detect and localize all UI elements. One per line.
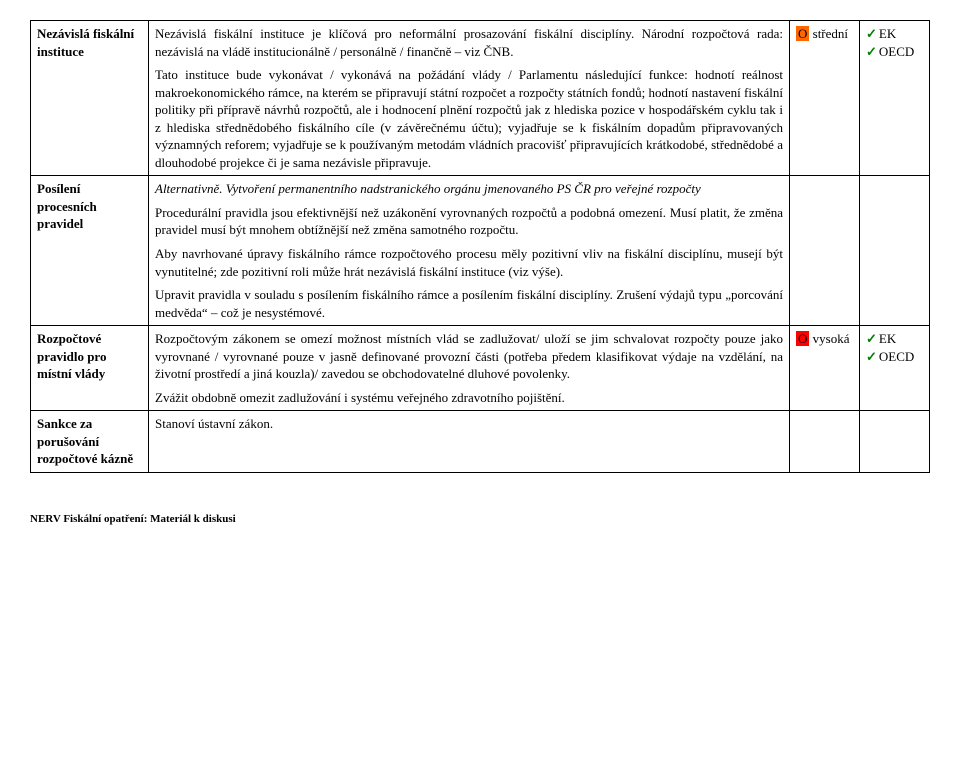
row-label: Rozpočtové pravidlo pro místní vlády [31,326,149,411]
ref-item: ✓EK [866,330,923,348]
row-refs: ✓EK✓OECD [860,21,930,176]
row-body: Rozpočtovým zákonem se omezí možnost mís… [149,326,790,411]
row-label: Sankce za porušování rozpočtové kázně [31,411,149,473]
row-refs [860,411,930,473]
check-icon: ✓ [866,44,877,59]
table-row: Nezávislá fiskální instituceNezávislá fi… [31,21,930,176]
row-body: Alternativně. Vytvoření permanentního na… [149,176,790,326]
page-footer: NERV Fiskální opatření: Materiál k disku… [30,513,930,525]
row-priority [790,176,860,326]
row-priority: O střední [790,21,860,176]
row-body: Nezávislá fiskální instituce je klíčová … [149,21,790,176]
ref-item: ✓OECD [866,348,923,366]
check-icon: ✓ [866,349,877,364]
table-row: Posílení procesních pravidelAlternativně… [31,176,930,326]
table-row: Rozpočtové pravidlo pro místní vládyRozp… [31,326,930,411]
row-label: Nezávislá fiskální instituce [31,21,149,176]
ref-item: ✓OECD [866,43,923,61]
row-priority: O vysoká [790,326,860,411]
check-icon: ✓ [866,331,877,346]
row-body: Stanoví ústavní zákon. [149,411,790,473]
ref-item: ✓EK [866,25,923,43]
row-refs [860,176,930,326]
fiscal-measures-table: Nezávislá fiskální instituceNezávislá fi… [30,20,930,473]
row-label: Posílení procesních pravidel [31,176,149,326]
row-priority [790,411,860,473]
row-refs: ✓EK✓OECD [860,326,930,411]
check-icon: ✓ [866,26,877,41]
table-row: Sankce za porušování rozpočtové kázněSta… [31,411,930,473]
table-body: Nezávislá fiskální instituceNezávislá fi… [31,21,930,473]
